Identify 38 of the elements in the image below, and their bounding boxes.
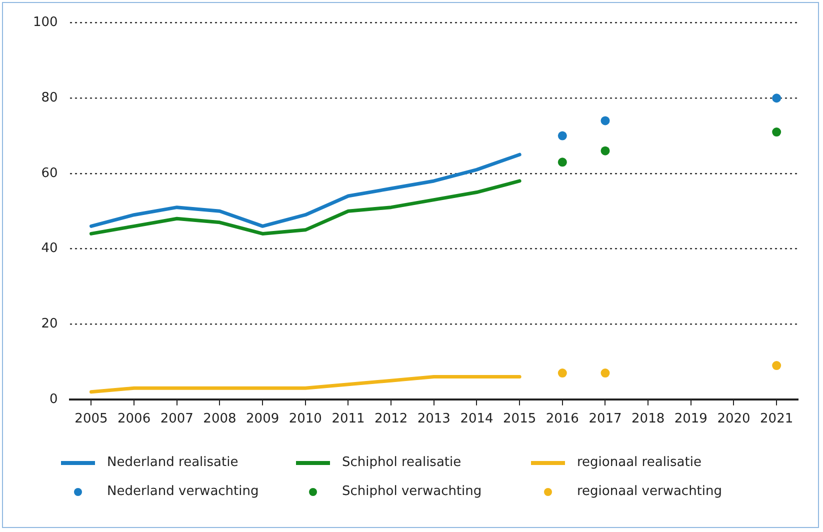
point (772, 361, 782, 370)
point (600, 368, 610, 378)
point (772, 94, 782, 103)
x-tick-label: 2015 (503, 412, 536, 427)
x-tick-label: 2008 (203, 412, 236, 427)
y-tick-label: 40 (41, 241, 58, 256)
x-tick-label: 2021 (760, 412, 794, 427)
y-tick-label: 100 (32, 15, 58, 30)
x-tick-label: 2010 (288, 412, 322, 427)
point (772, 128, 782, 137)
x-tick-label: 2007 (160, 412, 194, 427)
x-tick-label: 2014 (460, 412, 494, 427)
legend-label: regionaal verwachting (577, 484, 722, 499)
y-tick-label: 80 (41, 90, 58, 106)
x-tick-label: 2016 (546, 412, 579, 427)
legend-label: regionaal realisatie (577, 455, 702, 470)
point (600, 146, 610, 156)
legend-label: Nederland realisatie (107, 455, 238, 470)
x-tick-label: 2006 (118, 412, 151, 427)
y-tick-label: 60 (41, 166, 58, 181)
x-tick-label: 2011 (332, 412, 365, 427)
point (558, 368, 567, 378)
x-tick-label: 2005 (74, 412, 108, 427)
point (558, 158, 567, 167)
legend-label: Schiphol realisatie (342, 455, 462, 470)
x-tick-label: 2012 (374, 412, 408, 427)
y-tick-label: 20 (41, 316, 58, 332)
point (600, 116, 610, 126)
x-tick-label: 2018 (632, 412, 665, 427)
y-tick-label: 0 (50, 392, 58, 407)
legend-label: Nederland verwachting (107, 484, 259, 499)
x-tick-label: 2020 (717, 412, 750, 427)
x-tick-label: 2009 (246, 412, 280, 427)
legend-label: Schiphol verwachting (342, 484, 482, 499)
point (558, 131, 567, 140)
x-tick-label: 2019 (674, 412, 708, 427)
x-tick-label: 2013 (417, 412, 450, 427)
x-tick-label: 2017 (588, 412, 622, 427)
